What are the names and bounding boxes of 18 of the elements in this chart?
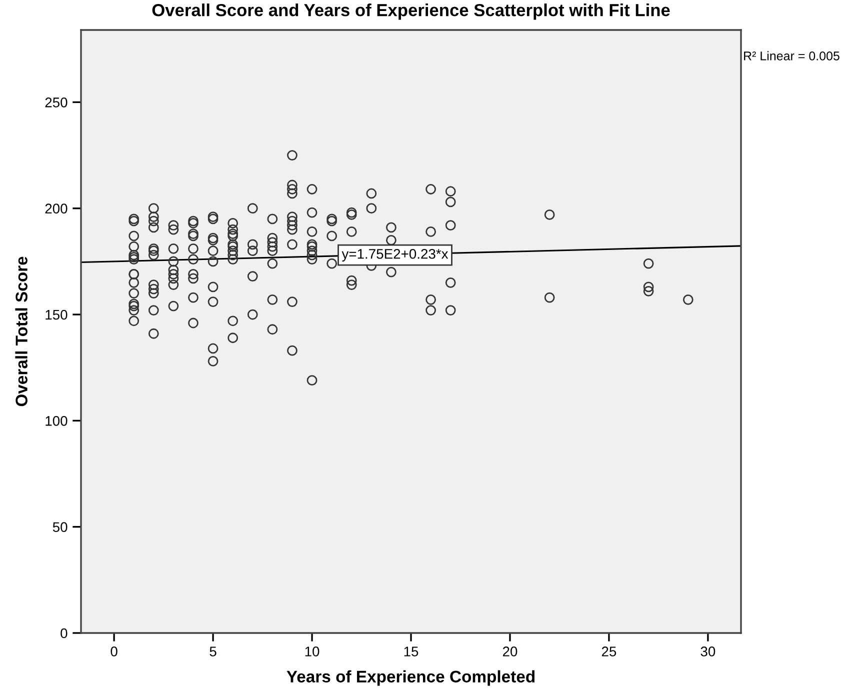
y-tick-label: 200 xyxy=(45,204,68,214)
y-tick-label: 250 xyxy=(45,98,68,108)
y-tick-label: 50 xyxy=(52,522,68,532)
y-axis-title: Overall Total Score xyxy=(15,256,28,406)
x-tick-label: 5 xyxy=(210,646,216,656)
annotation: y=1.75E2+0.23*x xyxy=(342,248,448,262)
x-tick-label: 0 xyxy=(110,646,118,656)
text: R² Linear = 0.005 xyxy=(744,51,840,60)
x-tick-label: 15 xyxy=(404,646,418,656)
x-tick-label: 30 xyxy=(700,646,716,656)
y-tick-label: 100 xyxy=(46,416,68,426)
x-tick-label: 25 xyxy=(602,646,616,656)
y-tick-label: 0 xyxy=(60,628,68,638)
y-tick-label: 150 xyxy=(46,310,68,320)
chart-title: Overall Score and Years of Experience Scatterplot with Fit Line xyxy=(152,4,670,20)
x-tick-label: 20 xyxy=(502,646,518,656)
x-axis-title: Years of Experience Completed xyxy=(286,670,534,686)
x-tick-label: 10 xyxy=(305,646,320,656)
